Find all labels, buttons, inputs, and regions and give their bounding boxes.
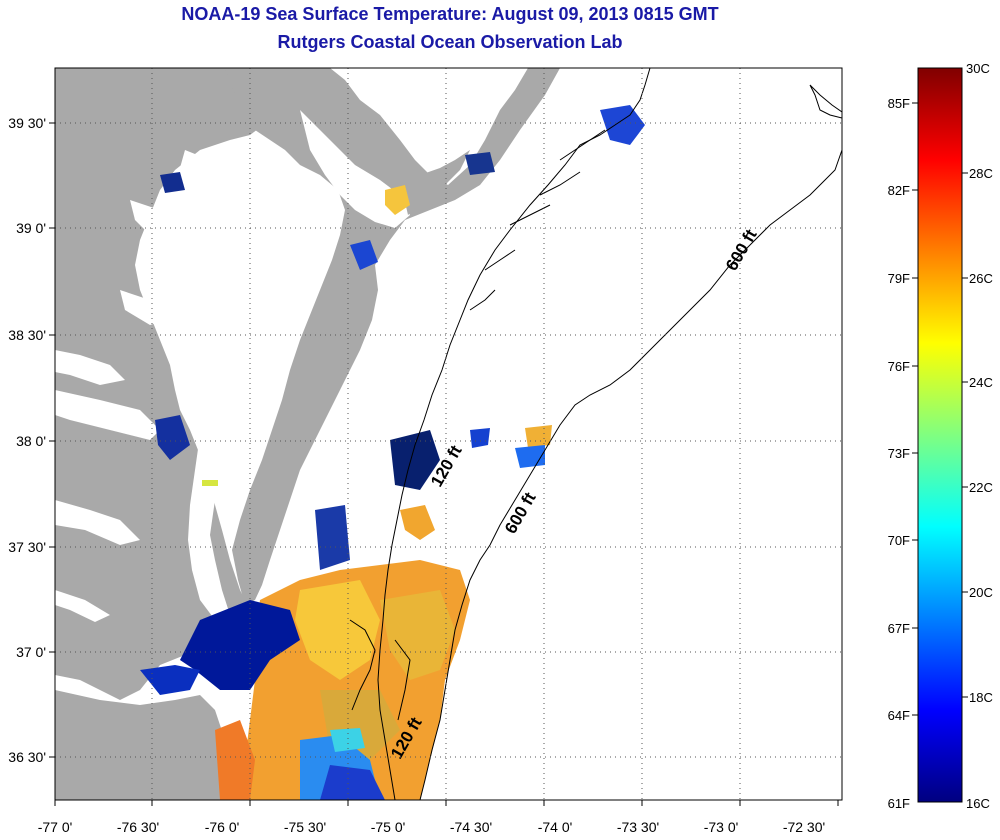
bay-water-west bbox=[55, 200, 170, 622]
land-delmarva bbox=[225, 68, 560, 605]
axis-ticks bbox=[49, 122, 839, 806]
colorbar-f-label: 85F bbox=[888, 96, 910, 111]
colorbar: 85F 82F 79F 76F 73F 70F 67F 64F 61F 30C … bbox=[888, 61, 993, 811]
lon-label: -74 0' bbox=[538, 819, 573, 835]
lon-label: -75 30' bbox=[284, 819, 326, 835]
map-subtitle: Rutgers Coastal Ocean Observation Lab bbox=[277, 32, 623, 52]
lon-label: -76 30' bbox=[117, 819, 159, 835]
delaware-bay bbox=[300, 110, 410, 228]
lon-label: -73 0' bbox=[704, 819, 739, 835]
land-virginia-south bbox=[55, 690, 238, 800]
lon-label: -75 0' bbox=[371, 819, 406, 835]
longitude-labels: -77 0' -76 30' -76 0' -75 30' -75 0' -74… bbox=[38, 819, 825, 835]
lat-label: 37 0' bbox=[16, 644, 46, 660]
chesapeake-bay bbox=[178, 150, 255, 620]
colorbar-c-label: 22C bbox=[969, 480, 993, 495]
colorbar-f-label: 61F bbox=[888, 796, 910, 811]
map-area: 600 ft 120 ft 600 ft 120 ft bbox=[55, 68, 842, 800]
colorbar-c-label: 18C bbox=[969, 690, 993, 705]
colorbar-f-label: 64F bbox=[888, 708, 910, 723]
map-border bbox=[54, 67, 843, 801]
colorbar-f-label: 70F bbox=[888, 533, 910, 548]
colorbar-c-label: 28C bbox=[969, 166, 993, 181]
lat-label: 38 30' bbox=[8, 327, 46, 343]
colorbar-f-label: 73F bbox=[888, 446, 910, 461]
colorbar-ticks bbox=[912, 102, 968, 716]
lat-label: 36 30' bbox=[8, 749, 46, 765]
latitude-labels: 39 30' 39 0' 38 30' 38 0' 37 30' 37 0' 3… bbox=[8, 115, 46, 765]
lat-label: 37 30' bbox=[8, 539, 46, 555]
bathymetry-contours bbox=[349, 68, 842, 800]
colorbar-c-label: 20C bbox=[969, 585, 993, 600]
sst-patches bbox=[140, 105, 645, 800]
map-grid bbox=[55, 68, 842, 800]
colorbar-f-label: 76F bbox=[888, 359, 910, 374]
land-new-jersey bbox=[400, 150, 470, 215]
lon-label: -76 0' bbox=[205, 819, 240, 835]
map-title: NOAA-19 Sea Surface Temperature: August … bbox=[181, 4, 719, 24]
colorbar-c-label: 26C bbox=[969, 271, 993, 286]
lon-label: -77 0' bbox=[38, 819, 73, 835]
lat-label: 38 0' bbox=[16, 433, 46, 449]
colorbar-gradient bbox=[917, 67, 963, 803]
colorbar-c-label: 24C bbox=[969, 375, 993, 390]
lon-label: -72 30' bbox=[783, 819, 825, 835]
lon-label: -73 30' bbox=[617, 819, 659, 835]
lat-label: 39 30' bbox=[8, 115, 46, 131]
lon-label: -74 30' bbox=[450, 819, 492, 835]
colorbar-f-label: 67F bbox=[888, 621, 910, 636]
colorbar-f-label: 82F bbox=[888, 183, 910, 198]
lat-label: 39 0' bbox=[16, 220, 46, 236]
colorbar-c-label: 16C bbox=[966, 796, 990, 811]
colorbar-f-label: 79F bbox=[888, 271, 910, 286]
colorbar-c-label: 30C bbox=[966, 61, 990, 76]
